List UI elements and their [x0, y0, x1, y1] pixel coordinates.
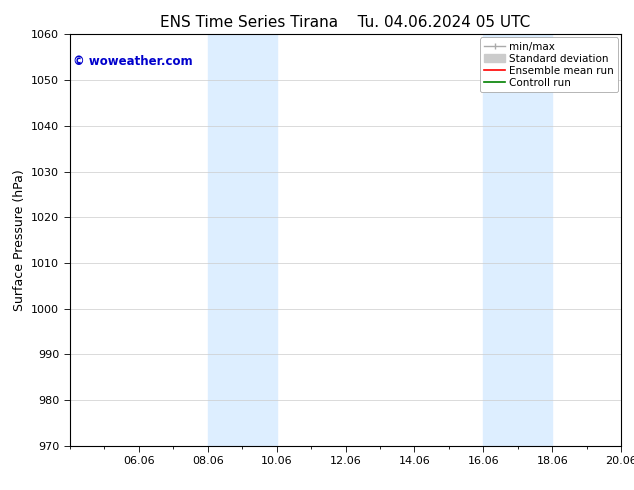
Text: © woweather.com: © woweather.com [73, 55, 193, 68]
Bar [483, 34, 552, 446]
Legend: min/max, Standard deviation, Ensemble mean run, Controll run: min/max, Standard deviation, Ensemble me… [480, 37, 618, 92]
Bar [207, 34, 276, 446]
Title: ENS Time Series Tirana    Tu. 04.06.2024 05 UTC: ENS Time Series Tirana Tu. 04.06.2024 05… [160, 15, 531, 30]
Y-axis label: Surface Pressure (hPa): Surface Pressure (hPa) [13, 169, 25, 311]
